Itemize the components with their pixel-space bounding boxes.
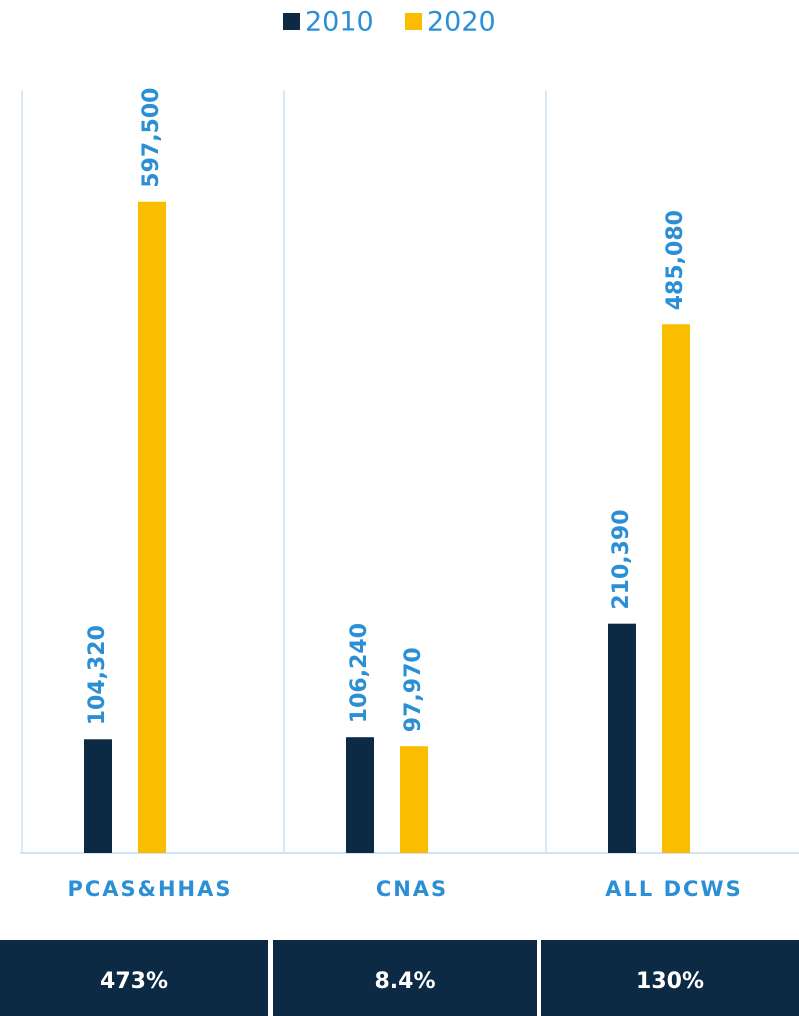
legend-swatch bbox=[405, 13, 422, 30]
bar bbox=[400, 746, 428, 853]
value-label: 104,320 bbox=[85, 625, 110, 725]
bar bbox=[138, 201, 166, 854]
change-label: 8.4% bbox=[374, 969, 435, 994]
value-label: 210,390 bbox=[609, 509, 634, 609]
value-label: 106,240 bbox=[347, 623, 372, 723]
change-cell bbox=[541, 940, 799, 1016]
change-cell bbox=[273, 940, 537, 1016]
value-label: 485,080 bbox=[663, 210, 688, 310]
value-label: 97,970 bbox=[401, 647, 426, 732]
value-label: 597,500 bbox=[139, 88, 164, 188]
change-label: 130% bbox=[636, 969, 704, 994]
change-cell bbox=[0, 940, 268, 1016]
x-tick-label: PCAS&HHAS bbox=[67, 877, 232, 901]
legend-label: 2010 bbox=[305, 7, 374, 38]
x-tick-label: ALL DCWS bbox=[605, 877, 742, 901]
bar bbox=[84, 739, 112, 853]
legend-swatch bbox=[283, 13, 300, 30]
change-label: 473% bbox=[100, 969, 168, 994]
bar bbox=[346, 737, 374, 853]
x-tick-label: CNAS bbox=[376, 877, 448, 901]
bar bbox=[608, 623, 636, 853]
legend-label: 2020 bbox=[427, 7, 496, 38]
bar bbox=[662, 324, 690, 853]
